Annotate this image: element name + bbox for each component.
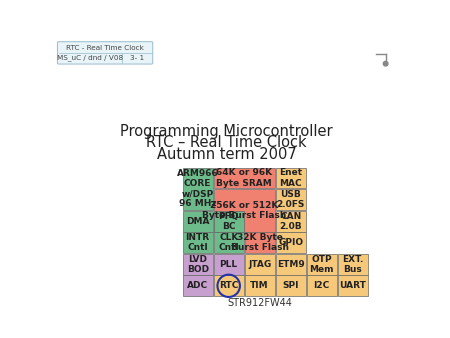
Text: 3- 1: 3- 1: [130, 55, 144, 61]
FancyBboxPatch shape: [338, 275, 368, 296]
Text: GPIO: GPIO: [278, 238, 303, 247]
Text: INTR
Cntl: INTR Cntl: [185, 233, 210, 252]
FancyBboxPatch shape: [214, 189, 275, 232]
FancyBboxPatch shape: [183, 232, 213, 253]
FancyBboxPatch shape: [275, 232, 306, 253]
Text: PLL: PLL: [220, 260, 238, 269]
FancyBboxPatch shape: [214, 275, 244, 296]
FancyBboxPatch shape: [183, 275, 213, 296]
Text: TIM: TIM: [250, 281, 269, 290]
FancyBboxPatch shape: [214, 254, 244, 275]
FancyBboxPatch shape: [183, 168, 213, 210]
FancyBboxPatch shape: [245, 275, 275, 296]
FancyBboxPatch shape: [214, 168, 275, 188]
Text: DMA: DMA: [186, 217, 209, 226]
Text: Programming Microcontroller: Programming Microcontroller: [121, 124, 333, 139]
FancyBboxPatch shape: [183, 211, 213, 232]
FancyBboxPatch shape: [183, 254, 213, 275]
FancyBboxPatch shape: [338, 254, 368, 275]
FancyBboxPatch shape: [245, 232, 275, 253]
Text: JTAG: JTAG: [248, 260, 271, 269]
Circle shape: [383, 62, 388, 66]
FancyBboxPatch shape: [245, 254, 275, 275]
Text: I2C: I2C: [314, 281, 330, 290]
Text: 64K or 96K
Byte SRAM: 64K or 96K Byte SRAM: [216, 168, 272, 188]
Text: 256K or 512K
Byte Burst Flash: 256K or 512K Byte Burst Flash: [202, 201, 286, 220]
Text: SPI: SPI: [283, 281, 299, 290]
Text: RTC: RTC: [219, 281, 239, 290]
Text: CLK
Cntl: CLK Cntl: [218, 233, 239, 252]
FancyBboxPatch shape: [275, 168, 306, 188]
Text: MS_uC / dnd / V08: MS_uC / dnd / V08: [57, 54, 123, 61]
FancyBboxPatch shape: [306, 254, 337, 275]
Text: OTP
Mem: OTP Mem: [310, 255, 334, 274]
FancyBboxPatch shape: [306, 275, 337, 296]
Text: Enet
MAC: Enet MAC: [279, 168, 302, 188]
Text: RTC - Real Time Clock: RTC - Real Time Clock: [66, 45, 144, 51]
Text: CAN
2.0B: CAN 2.0B: [279, 212, 302, 231]
FancyBboxPatch shape: [275, 189, 306, 210]
FancyBboxPatch shape: [214, 232, 244, 253]
Text: RTC – Real Time Clock: RTC – Real Time Clock: [146, 136, 307, 150]
Text: 32K Byte
Burst Flash: 32K Byte Burst Flash: [231, 233, 289, 252]
Text: USB
2.0FS: USB 2.0FS: [276, 190, 305, 209]
FancyBboxPatch shape: [275, 275, 306, 296]
FancyBboxPatch shape: [275, 254, 306, 275]
Text: ADC: ADC: [187, 281, 208, 290]
Text: EXT.
Bus: EXT. Bus: [342, 255, 364, 274]
Text: ARM966
CORE
w/DSP
96 MHz: ARM966 CORE w/DSP 96 MHz: [177, 169, 219, 208]
Text: ETM9: ETM9: [277, 260, 305, 269]
Text: UART: UART: [339, 281, 366, 290]
FancyBboxPatch shape: [214, 211, 244, 232]
Text: STR912FW44: STR912FW44: [228, 298, 292, 308]
Text: PFQ
BC: PFQ BC: [218, 212, 239, 231]
FancyBboxPatch shape: [275, 211, 306, 232]
FancyBboxPatch shape: [58, 42, 153, 64]
Text: Autumn term 2007: Autumn term 2007: [157, 147, 297, 162]
Text: LVD
BOD: LVD BOD: [187, 255, 209, 274]
